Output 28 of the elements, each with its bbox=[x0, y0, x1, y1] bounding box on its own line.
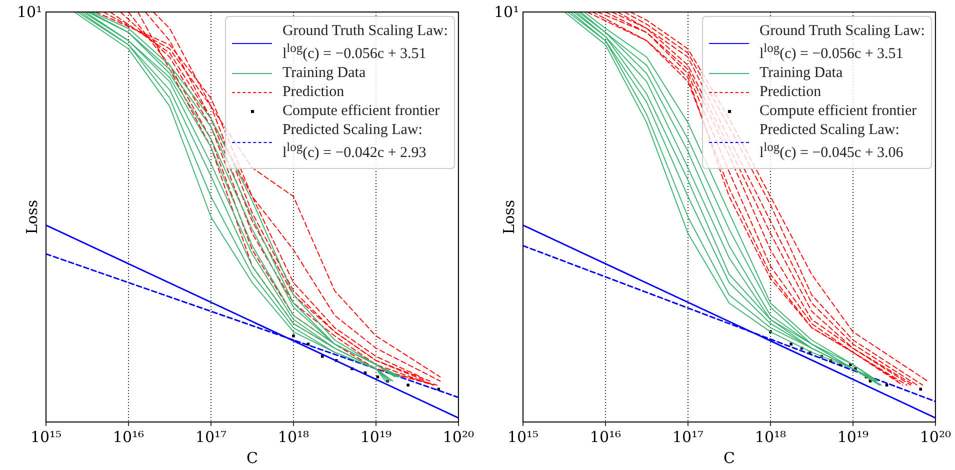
legend-label: Compute efficient frontier bbox=[282, 103, 440, 120]
legend-label: Ground Truth Scaling Law: l$^{log}$(c) = −0.056c + 3.51 bbox=[759, 23, 925, 63]
text: 10¹ bbox=[17, 3, 42, 21]
legend-label: Compute efficient frontier bbox=[759, 103, 917, 120]
x-tick-label: 10¹⁸ bbox=[754, 428, 786, 446]
x-tick-label: 10¹⁶ bbox=[112, 428, 144, 446]
legend-label: Predicted Scaling Law: l$^{log}$(c) = −0.042c + 2.93 bbox=[282, 122, 426, 162]
x-tick-label: 10²⁰ bbox=[442, 428, 474, 446]
text: 10¹ bbox=[494, 3, 520, 21]
x-tick-label: 10²⁰ bbox=[920, 428, 952, 446]
y-axis-title: Loss bbox=[22, 200, 41, 234]
legend-label: Prediction bbox=[282, 84, 344, 101]
x-axis-title: C bbox=[246, 448, 258, 467]
x-tick-label: 10¹⁵ bbox=[507, 428, 539, 446]
x-tick-label: 10¹⁹ bbox=[360, 428, 392, 446]
x-tick-label: 10¹⁷ bbox=[195, 428, 227, 446]
x-tick-label: 10¹⁸ bbox=[278, 428, 310, 446]
x-axis-title: C bbox=[723, 448, 735, 467]
legend-label: Training Data bbox=[759, 65, 843, 82]
legend-label: Prediction bbox=[759, 84, 822, 101]
legend-label: Predicted Scaling Law: l$^{log}$(c) = −0.045c + 3.06 bbox=[759, 122, 904, 162]
legend-label: Ground Truth Scaling Law: l$^{log}$(c) = −0.056c + 3.51 bbox=[282, 23, 448, 63]
x-tick-label: 10¹⁵ bbox=[30, 428, 62, 446]
x-tick-label: 10¹⁹ bbox=[837, 428, 869, 446]
legend-label: Training Data bbox=[282, 65, 366, 82]
y-axis-title: Loss bbox=[500, 200, 518, 234]
x-tick-label: 10¹⁶ bbox=[590, 428, 622, 446]
x-tick-label: 10¹⁷ bbox=[672, 428, 704, 446]
